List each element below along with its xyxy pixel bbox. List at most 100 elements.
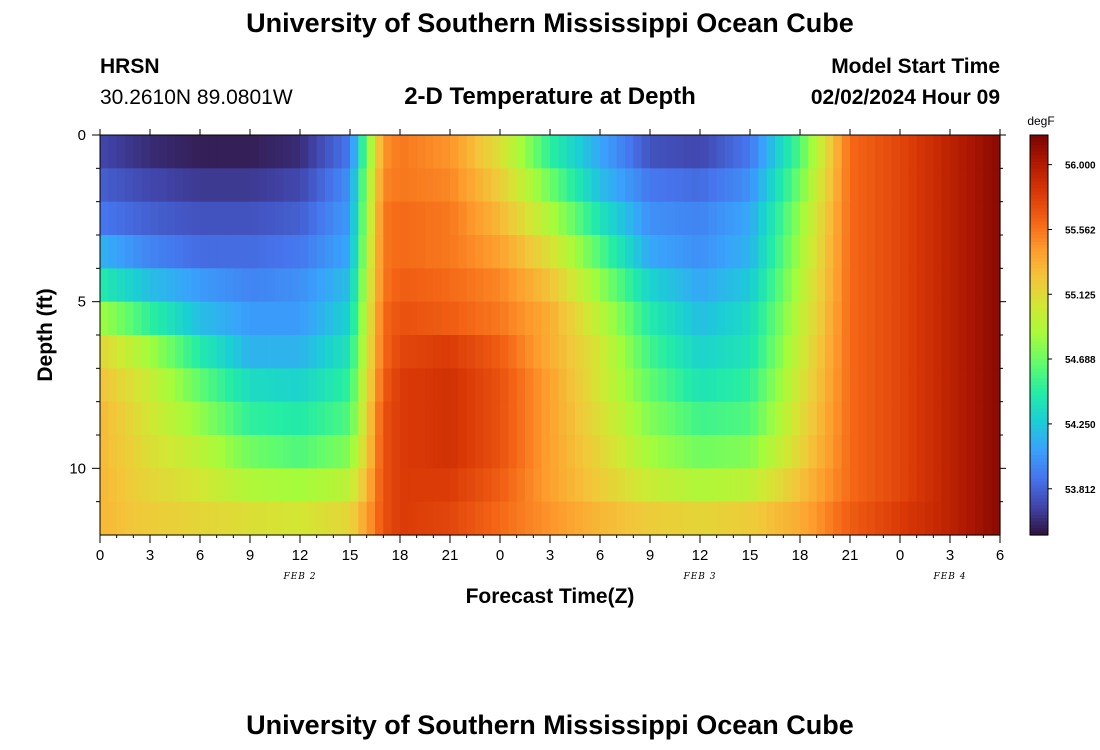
heatmap-cell — [950, 168, 959, 203]
heatmap-cell — [825, 368, 834, 403]
heatmap-cell — [291, 368, 301, 403]
heatmap-cell — [866, 135, 876, 169]
heatmap-cell — [766, 401, 776, 436]
heatmap-cell — [575, 335, 584, 369]
heatmap-cell — [483, 168, 493, 203]
colorbar-segment — [1030, 411, 1048, 416]
x-tick-label: 12 — [692, 547, 709, 564]
heatmap-cell — [666, 135, 676, 169]
heatmap-cell — [225, 335, 234, 369]
heatmap-cell — [466, 468, 476, 503]
heatmap-cell — [441, 235, 451, 269]
heatmap-cell — [483, 368, 493, 403]
heatmap-cell — [275, 501, 284, 536]
heatmap-cell — [733, 335, 743, 369]
colorbar-segment — [1030, 308, 1048, 313]
heatmap-cell — [883, 168, 893, 203]
heatmap-cell — [550, 301, 559, 336]
heatmap-cell — [350, 135, 359, 169]
heatmap-cell — [775, 368, 784, 403]
heatmap-cell — [333, 335, 343, 369]
colorbar-segment — [1030, 448, 1048, 453]
heatmap-cell — [675, 168, 684, 203]
heatmap-cell — [716, 135, 726, 169]
heatmap-cell — [575, 501, 584, 536]
heatmap-cell — [983, 335, 993, 369]
colorbar-segment — [1030, 285, 1048, 289]
heatmap-cell — [275, 435, 284, 469]
heatmap-cell — [908, 268, 918, 303]
heatmap-cell — [200, 335, 209, 369]
heatmap-cell — [600, 301, 609, 336]
heatmap-cell — [675, 501, 684, 536]
heatmap-cell — [516, 168, 526, 203]
heatmap-cell — [566, 135, 576, 169]
heatmap-cell — [908, 201, 918, 236]
heatmap-cell — [450, 301, 459, 336]
heatmap-cell — [333, 168, 343, 203]
heatmap-cell — [958, 235, 968, 269]
colorbar-segment — [1030, 521, 1048, 526]
heatmap-cell — [441, 168, 451, 203]
colorbar-units: degF — [1027, 114, 1054, 128]
heatmap-cell — [141, 235, 151, 269]
heatmap-cell — [416, 435, 426, 469]
heatmap-cell — [616, 201, 626, 236]
heatmap-cell — [208, 201, 218, 236]
heatmap-cell — [158, 235, 168, 269]
heatmap-cell — [725, 268, 734, 303]
heatmap-cell — [683, 168, 693, 203]
heatmap-cell — [166, 235, 176, 269]
heatmap-cell — [408, 335, 418, 369]
heatmap-cell — [425, 468, 434, 503]
heatmap-cell — [825, 268, 834, 303]
heatmap-cell — [308, 435, 318, 469]
heatmap-cell — [975, 168, 984, 203]
heatmap-cell — [116, 168, 126, 203]
heatmap-cell — [150, 401, 159, 436]
colorbar-segment — [1030, 428, 1048, 433]
heatmap-cell — [891, 268, 901, 303]
colorbar-segment — [1030, 265, 1048, 269]
heatmap-cell — [133, 435, 143, 469]
heatmap-cell — [875, 435, 884, 469]
heatmap-cell — [125, 335, 134, 369]
colorbar-segment — [1030, 135, 1048, 139]
heatmap-cell — [383, 501, 393, 536]
heatmap-cell — [366, 401, 376, 436]
heatmap-cell — [308, 468, 318, 503]
heatmap-cell — [416, 301, 426, 336]
heatmap-cell — [816, 468, 826, 503]
heatmap-cell — [316, 135, 326, 169]
heatmap-cell — [233, 268, 243, 303]
colorbar-segment — [1030, 371, 1048, 376]
x-tick-label: 15 — [742, 547, 759, 564]
heatmap-cell — [841, 501, 851, 536]
heatmap-cell — [516, 235, 526, 269]
heatmap-cell — [250, 435, 259, 469]
heatmap-cell — [891, 468, 901, 503]
heatmap-cell — [750, 301, 759, 336]
heatmap-cell — [725, 335, 734, 369]
heatmap-cell — [633, 501, 643, 536]
heatmap-cell — [408, 135, 418, 169]
colorbar-segment — [1030, 245, 1048, 249]
heatmap-cell — [558, 268, 568, 303]
heatmap-cell — [858, 235, 868, 269]
heatmap-cell — [108, 335, 118, 369]
heatmap-cell — [291, 235, 301, 269]
heatmap-cell — [541, 201, 551, 236]
heatmap-cell — [366, 368, 376, 403]
heatmap-cell — [391, 501, 401, 536]
heatmap-cell — [800, 435, 809, 469]
heatmap-cell — [291, 401, 301, 436]
heatmap-cell — [300, 235, 309, 269]
heatmap-cell — [650, 235, 659, 269]
heatmap-cell — [183, 401, 193, 436]
heatmap-cell — [750, 401, 759, 436]
heatmap-cell — [816, 435, 826, 469]
colorbar-segment — [1030, 518, 1048, 523]
heatmap-cell — [950, 401, 959, 436]
heatmap-cell — [900, 401, 909, 436]
heatmap-cell — [183, 268, 193, 303]
